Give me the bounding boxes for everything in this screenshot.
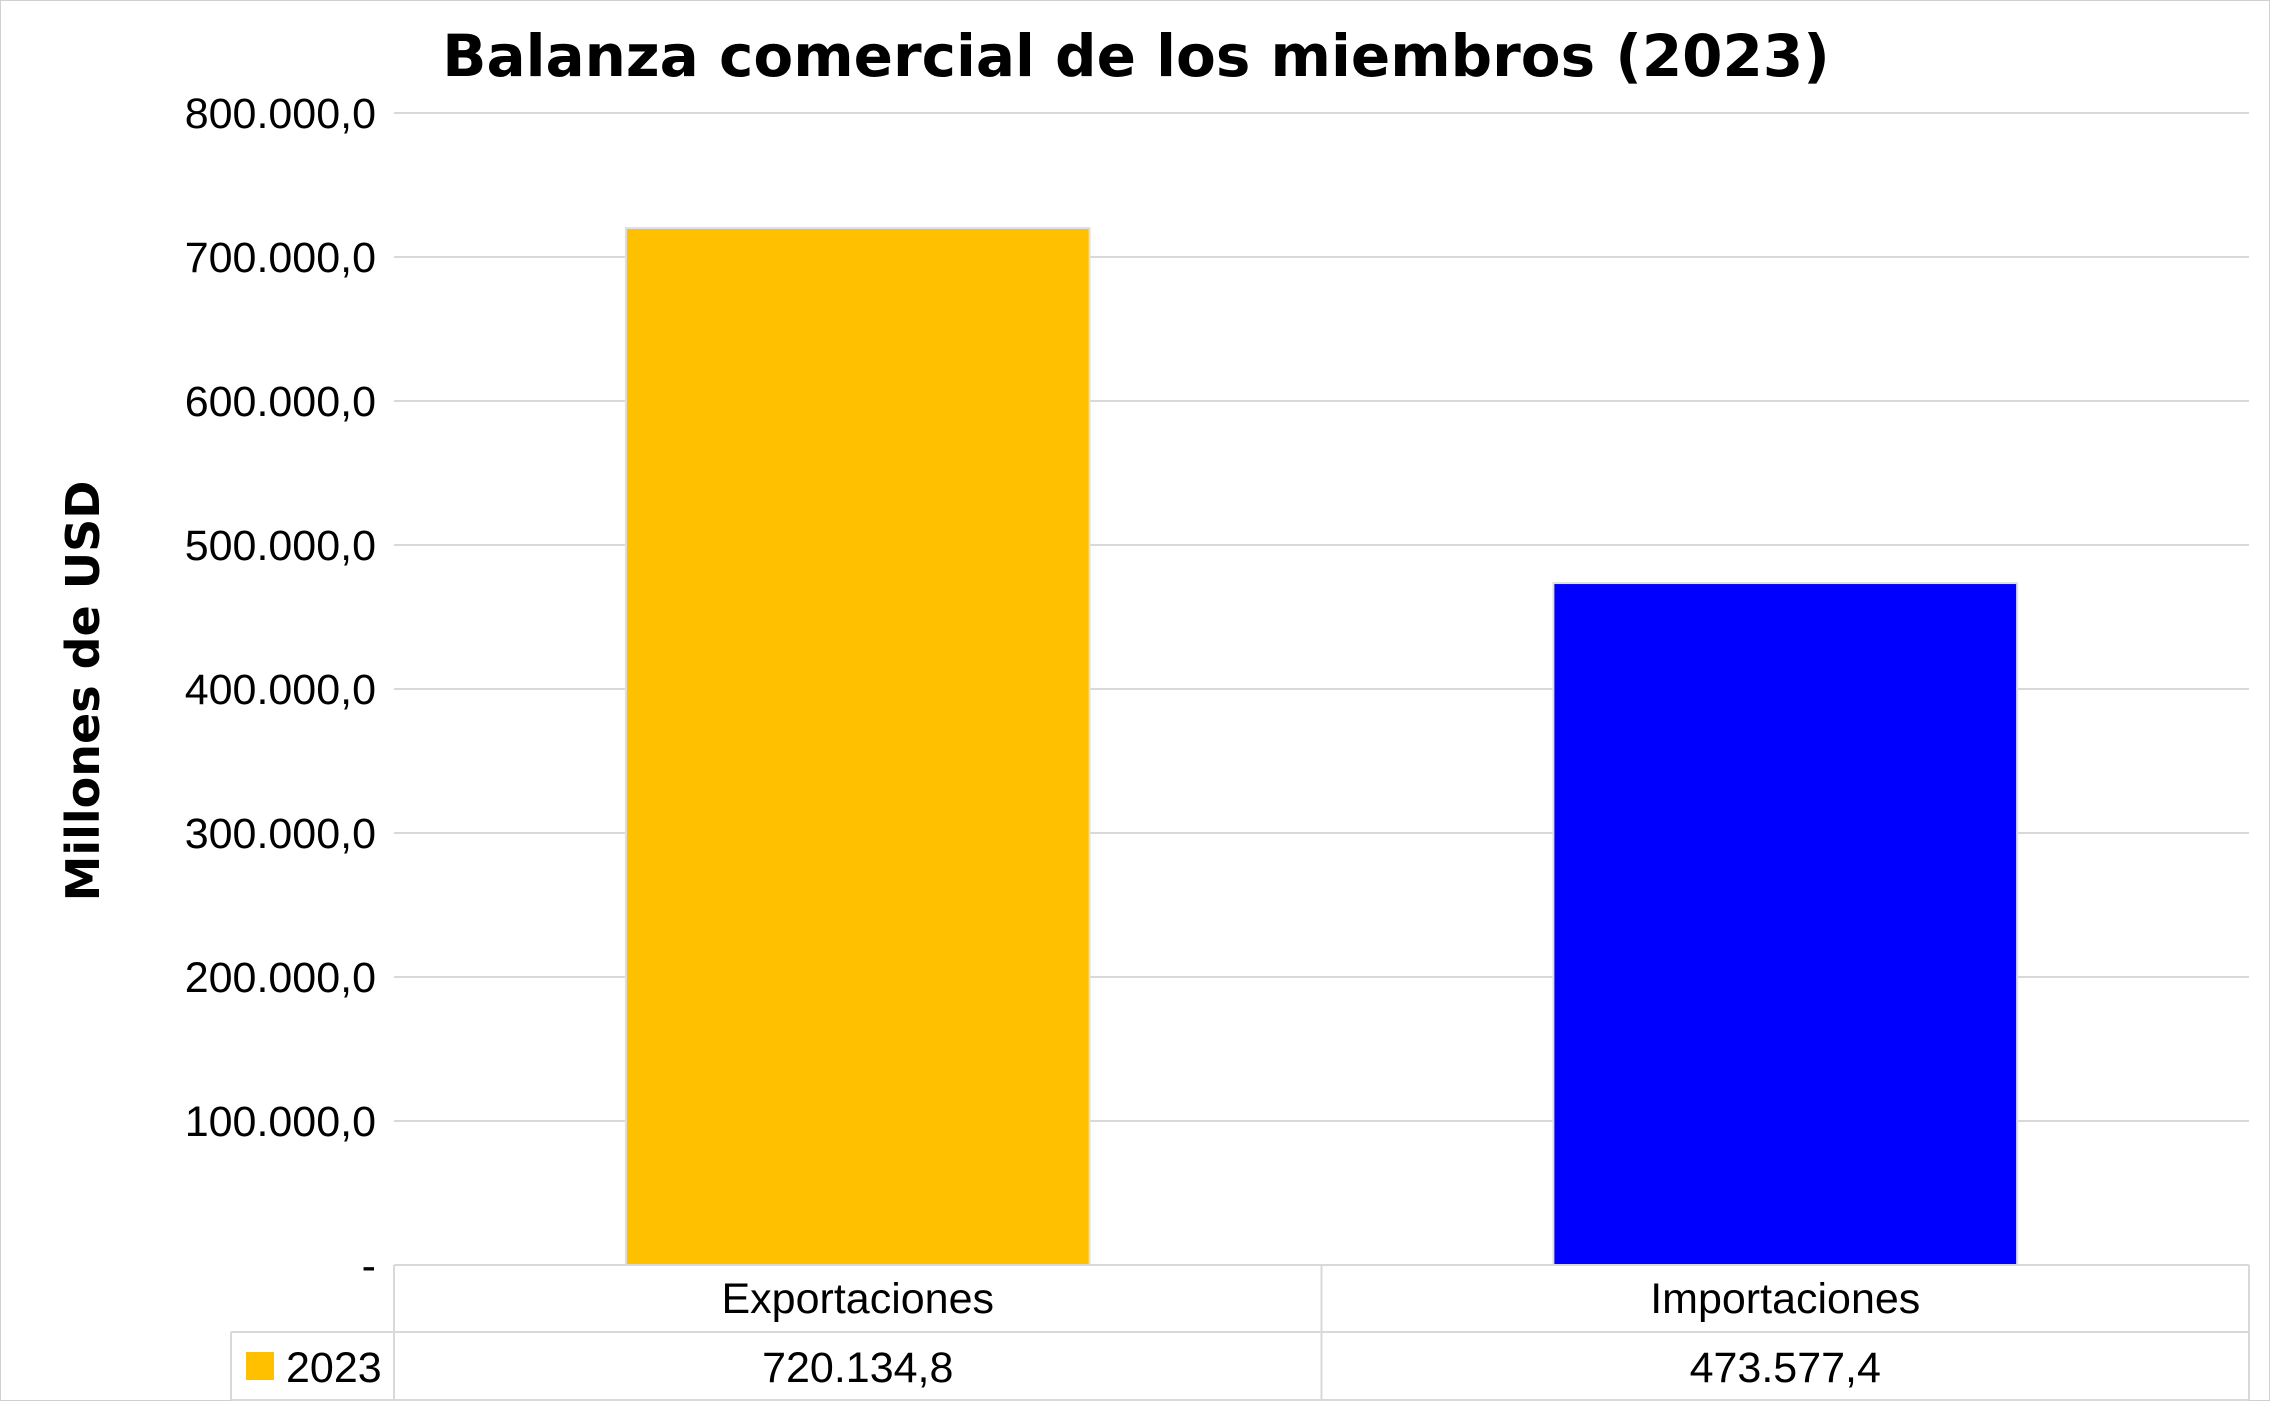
data-table: Exportaciones 720.134,8 Importaciones 473.5… [230,1264,2250,1401]
bar-importaciones [1552,582,2019,1266]
y-tick-label: 700.000,0 [185,234,376,282]
y-tick-label: 300.000,0 [185,810,376,858]
y-axis-label: Millones de USD [56,481,110,902]
y-tick-label: 200.000,0 [185,954,376,1002]
y-axis-ticks: - 100.000,0 200.000,0 300.000,0 400.000,0 500… [185,90,376,1290]
y-tick-label: 800.000,0 [185,90,376,138]
y-tick-label: 500.000,0 [185,522,376,570]
chart-title: Balanza comercial de los miembros (2023) [442,22,1830,90]
category-label: Importaciones [1650,1275,1920,1323]
category-label: Exportaciones [722,1275,995,1323]
legend-label: 2023 [286,1344,382,1392]
y-tick-label: 400.000,0 [185,666,376,714]
bar-exportaciones [624,227,1091,1267]
bars [624,227,2019,1267]
legend-swatch [246,1352,274,1380]
data-label: 473.577,4 [1690,1344,1881,1392]
y-tick-label: 600.000,0 [185,378,376,426]
data-label: 720.134,8 [762,1344,953,1392]
y-tick-label: - [362,1242,376,1290]
y-tick-label: 100.000,0 [185,1098,376,1146]
